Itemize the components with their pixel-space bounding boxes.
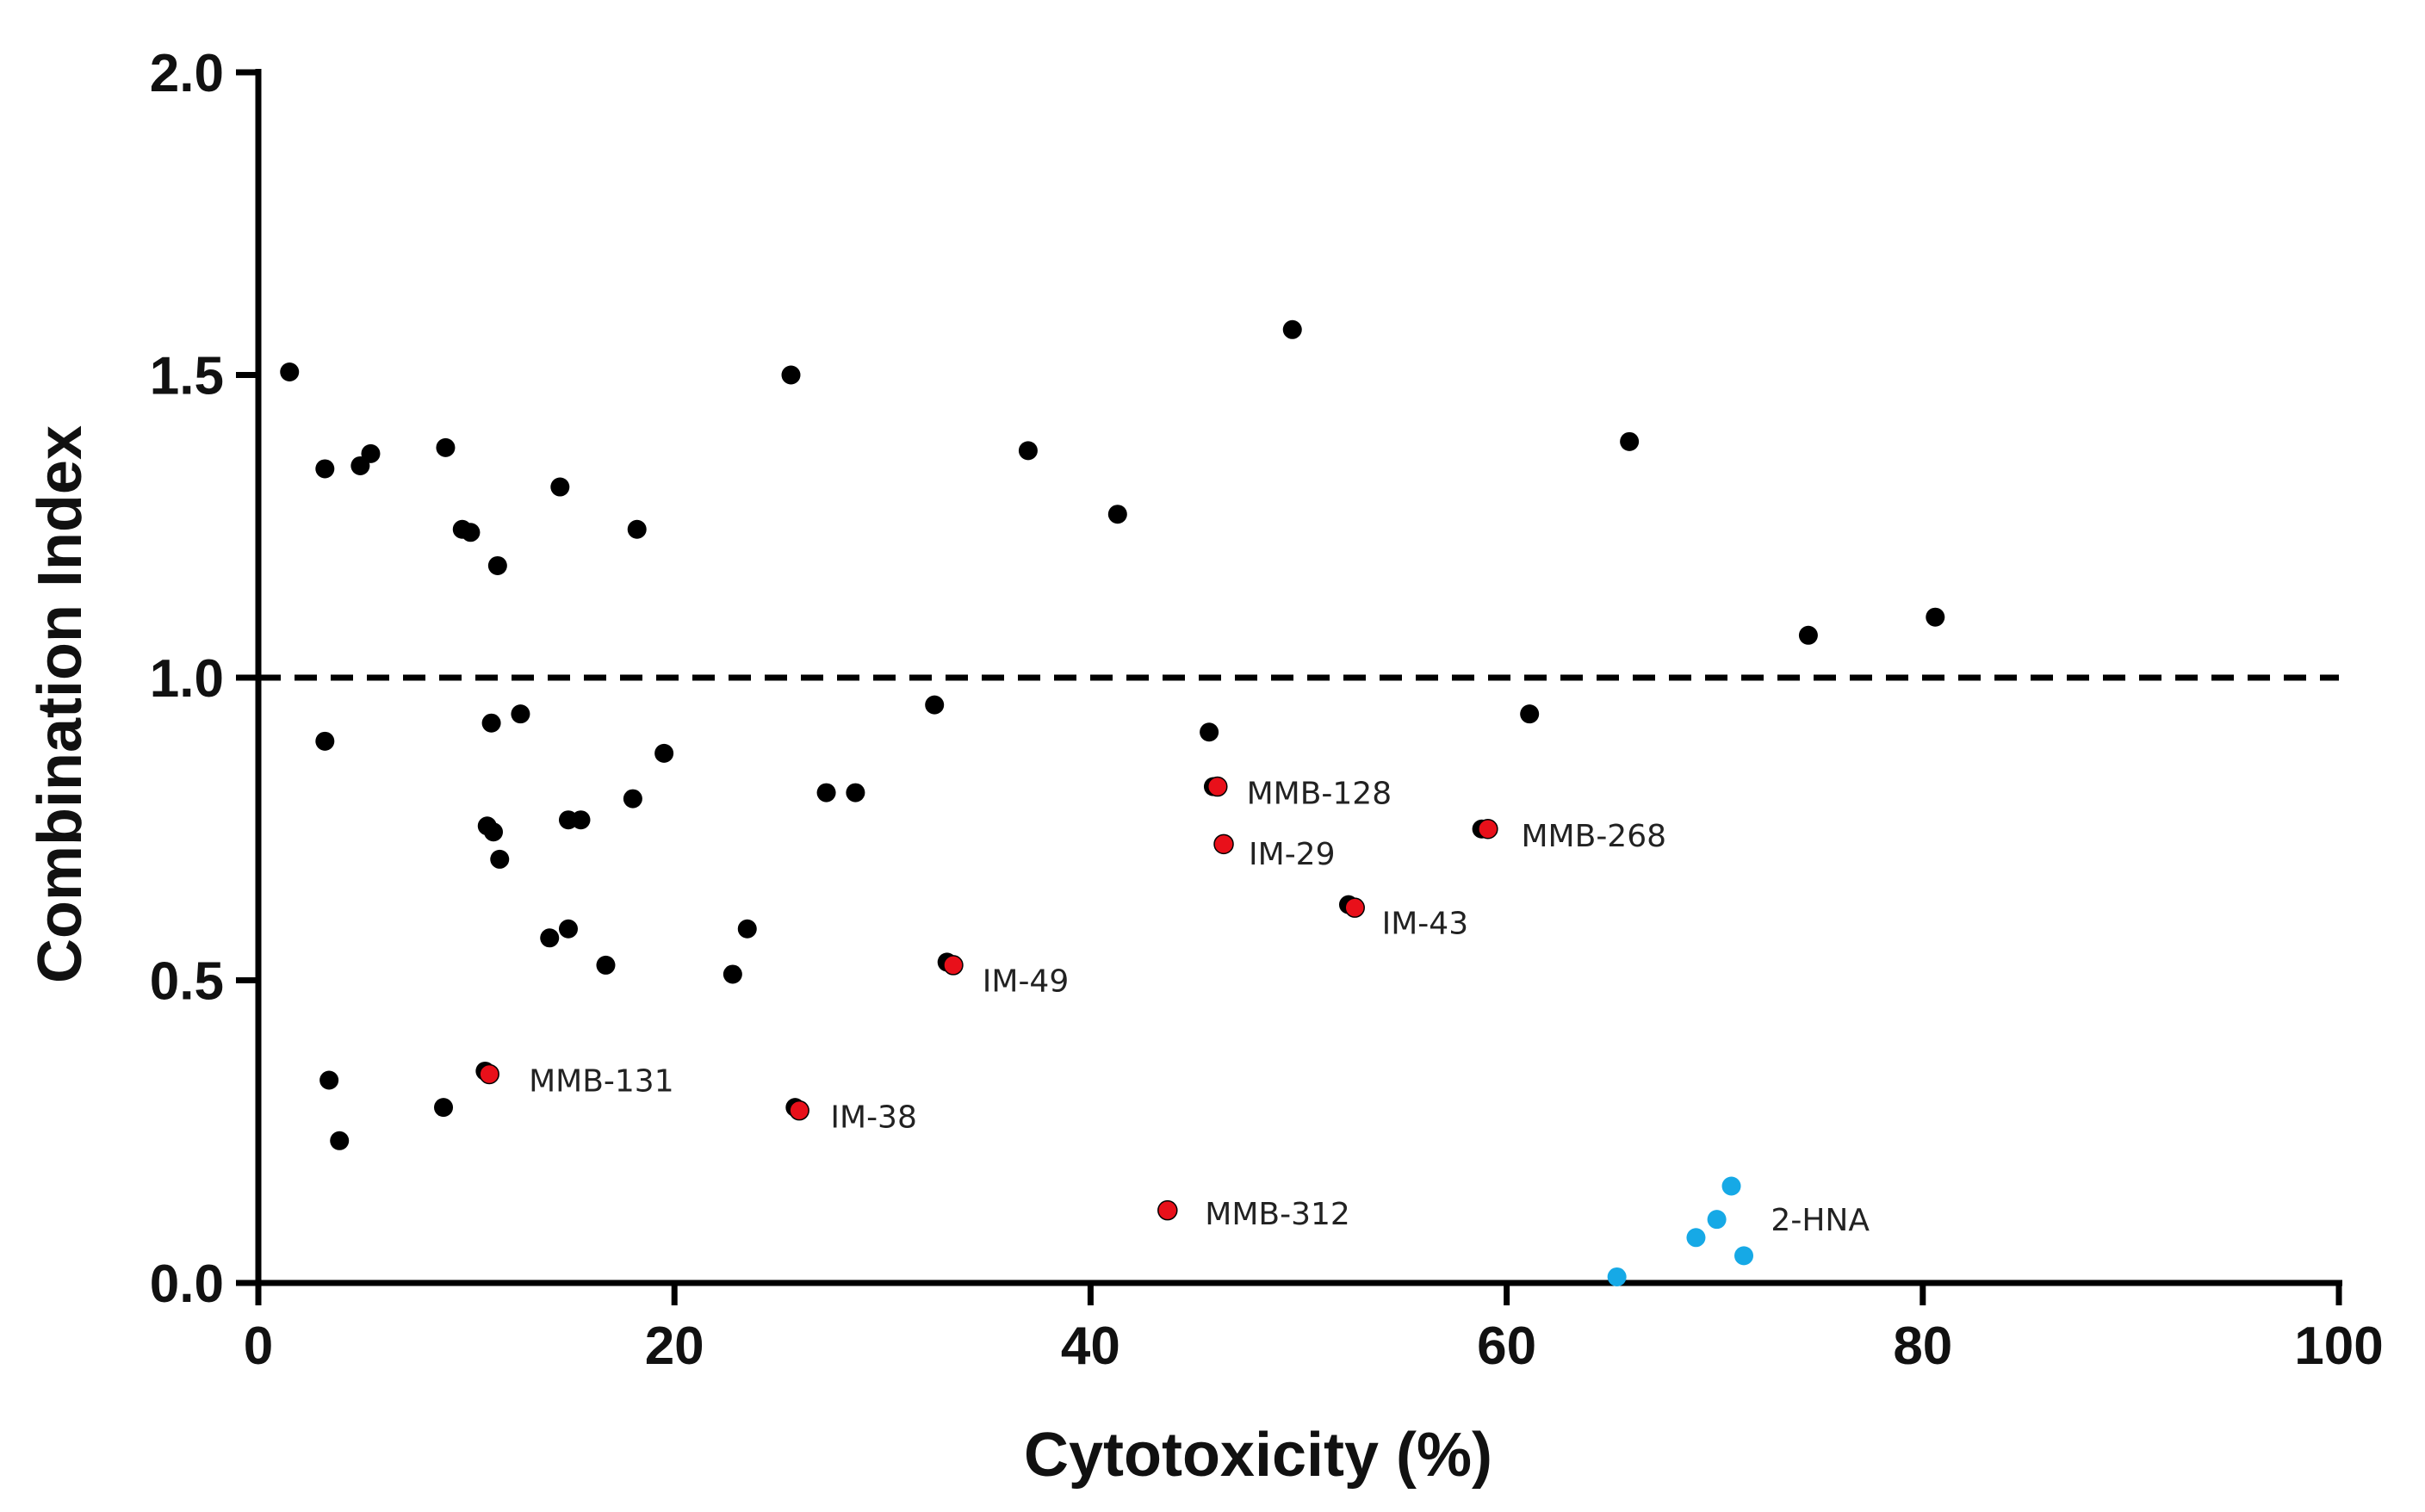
y-tick-label: 1.5: [150, 347, 224, 406]
data-point: [1282, 319, 1302, 339]
y-tick-label: 1.0: [150, 649, 224, 709]
data-point: [925, 695, 945, 715]
data-point: [540, 928, 560, 948]
data-point: [315, 731, 335, 751]
data-point: [1200, 722, 1219, 742]
data-point: [436, 437, 456, 457]
data-points: [280, 319, 1945, 1286]
point-annotation: 2-HNA: [1771, 1203, 1870, 1238]
point-annotation: IM-43: [1382, 907, 1468, 942]
y-tick-label: 0.5: [150, 952, 224, 1012]
data-point: [596, 955, 616, 975]
control-point: [1686, 1228, 1706, 1248]
point-annotation: IM-49: [983, 964, 1069, 1000]
highlighted-point: [1344, 897, 1365, 918]
data-point: [1520, 704, 1540, 724]
point-annotation: MMB-312: [1205, 1197, 1350, 1232]
data-point: [571, 810, 591, 830]
control-point: [1721, 1176, 1741, 1196]
x-axis-title: Cytotoxicity (%): [1024, 1421, 1492, 1490]
data-point: [319, 1070, 339, 1090]
data-point: [434, 1098, 454, 1118]
x-tick-label: 40: [1061, 1317, 1120, 1376]
x-tick-label: 100: [2294, 1317, 2383, 1376]
data-point: [550, 477, 570, 497]
data-point: [361, 443, 381, 463]
point-annotation: IM-29: [1249, 837, 1335, 872]
x-tick-label: 0: [244, 1317, 273, 1376]
axes: 0.0 0.5 1.0 1.5 2.0 0 20 40 60 80 100: [150, 44, 2384, 1376]
data-point: [330, 1131, 350, 1150]
data-point: [846, 783, 865, 802]
y-axis-title: Combination Index: [26, 425, 95, 983]
data-point: [558, 919, 578, 939]
data-point: [487, 555, 507, 575]
data-point: [723, 964, 742, 984]
highlighted-point: [1207, 776, 1228, 797]
data-point: [627, 519, 647, 539]
y-tick-label: 0.0: [150, 1255, 224, 1314]
data-point: [1620, 431, 1640, 451]
y-tick-label: 2.0: [150, 44, 224, 103]
data-point: [511, 704, 530, 724]
data-point: [490, 849, 510, 869]
point-annotation: MMB-131: [529, 1063, 674, 1099]
point-annotation: IM-38: [830, 1100, 916, 1136]
point-annotation: MMB-268: [1522, 819, 1667, 854]
control-point: [1607, 1267, 1627, 1286]
data-point: [1926, 607, 1945, 627]
data-point: [315, 459, 335, 479]
data-point: [1107, 505, 1127, 524]
data-point: [1798, 625, 1818, 645]
point-annotation: MMB-128: [1247, 777, 1392, 812]
data-point: [654, 743, 674, 763]
control-point: [1734, 1246, 1754, 1266]
data-point: [280, 362, 300, 381]
data-point: [461, 523, 481, 542]
highlighted-point: [1478, 819, 1498, 840]
data-point: [484, 822, 504, 842]
x-tick-label: 60: [1477, 1317, 1536, 1376]
highlighted-point: [1213, 833, 1234, 855]
highlighted-point: [943, 955, 964, 976]
x-tick-label: 80: [1893, 1317, 1952, 1376]
highlighted-point: [789, 1100, 809, 1121]
data-point: [481, 713, 501, 733]
highlighted-point: [1157, 1199, 1178, 1221]
annotations: MMB-131 IM-38 IM-49 MMB-312 MMB-128 IM-29 IM-4…: [529, 777, 1870, 1239]
data-point: [1018, 441, 1038, 461]
data-point: [623, 789, 642, 809]
data-point: [816, 783, 836, 802]
control-point: [1707, 1210, 1727, 1230]
data-point: [737, 919, 757, 939]
data-point: [781, 365, 801, 385]
x-tick-label: 20: [645, 1317, 704, 1376]
highlighted-point: [479, 1063, 499, 1085]
